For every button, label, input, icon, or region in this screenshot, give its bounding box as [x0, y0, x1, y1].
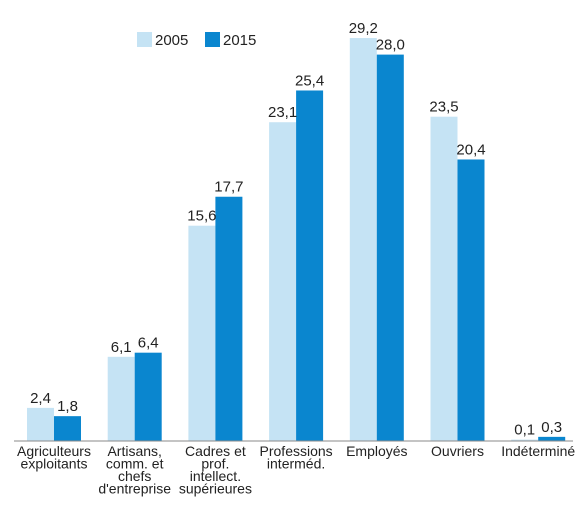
- value-label-2015-1: 6,4: [138, 335, 159, 352]
- legend-label-2015: 2015: [223, 32, 256, 49]
- bar-2005-4: [349, 38, 377, 441]
- legend-swatch-2015: [205, 32, 220, 47]
- bar-2015-0: [54, 416, 81, 441]
- value-label-2015-3: 25,4: [295, 72, 324, 89]
- value-label-2005-3: 23,1: [268, 104, 297, 121]
- x-tick-line-3-0: Professions: [260, 443, 333, 459]
- value-label-2005-0: 2,4: [30, 390, 51, 407]
- value-label-2005-5: 23,5: [429, 99, 458, 116]
- x-tick-line-2-0: Cadres et: [185, 443, 246, 459]
- bar-2015-4: [376, 54, 404, 441]
- x-tick-label-5: Ouvriers: [431, 443, 484, 459]
- bar-2005-5: [430, 116, 458, 441]
- bar-2015-3: [296, 90, 324, 441]
- value-label-2015-0: 1,8: [57, 398, 78, 415]
- value-label-2015-2: 17,7: [214, 179, 243, 196]
- x-tick-line-4-0: Employés: [346, 443, 407, 459]
- value-label-2005-6: 0,1: [514, 422, 535, 439]
- bar-2005-6: [511, 439, 539, 441]
- x-tick-label-2: Cadres et prof. intellect. supérieures: [179, 443, 252, 497]
- x-tick-line-1-2: chefs: [118, 468, 151, 484]
- bar-2015-6: [538, 436, 566, 441]
- x-tick-line-0-1: exploitants: [21, 456, 88, 472]
- x-tick-label-3: Professions interméd.: [260, 443, 333, 472]
- legend: 2005 2015: [137, 32, 256, 49]
- value-label-2015-5: 20,4: [456, 141, 485, 158]
- x-tick-line-2-2: intellect.: [190, 468, 241, 484]
- legend-swatch-2005: [137, 32, 152, 47]
- x-tick-line-1-1: comm. et: [106, 456, 164, 472]
- x-tick-line-3-1: interméd.: [267, 456, 325, 472]
- x-tick-line-5-0: Ouvriers: [431, 443, 484, 459]
- x-tick-line-2-3: supérieures: [179, 481, 252, 497]
- value-label-2005-2: 15,6: [187, 208, 216, 225]
- x-tick-line-6-0: Indéterminé: [501, 443, 575, 459]
- x-tick-label-1: Artisans, comm. et chefs d'entreprise: [98, 443, 171, 497]
- bars: [27, 38, 566, 442]
- x-tick-label-4: Employés: [346, 443, 407, 459]
- bar-2005-0: [27, 407, 54, 441]
- x-tick-line-2-1: prof.: [201, 456, 229, 472]
- bar-2005-3: [269, 122, 297, 441]
- legend-label-2005: 2005: [155, 32, 188, 49]
- x-tick-line-1-0: Artisans,: [107, 443, 161, 459]
- bar-2005-2: [188, 225, 216, 441]
- value-label-2015-4: 28,0: [376, 37, 405, 54]
- bar-2015-2: [215, 196, 243, 441]
- bar-2015-5: [457, 159, 485, 442]
- x-tick-label-0: Agriculteurs exploitants: [17, 443, 91, 472]
- bar-2015-1: [134, 352, 162, 441]
- bar-2005-1: [107, 356, 135, 441]
- x-tick-line-0-0: Agriculteurs: [17, 443, 91, 459]
- value-label-2005-1: 6,1: [111, 339, 132, 356]
- x-tick-line-1-3: d'entreprise: [98, 481, 171, 497]
- value-label-2015-6: 0,3: [541, 419, 562, 436]
- value-labels: 2,4 1,8 6,1 6,4 15,6 17,7 23,1 25,4 29,228,0 23,5…: [30, 20, 562, 439]
- x-tick-label-6: Indéterminé: [501, 443, 575, 459]
- value-label-2005-4: 29,2: [349, 20, 378, 37]
